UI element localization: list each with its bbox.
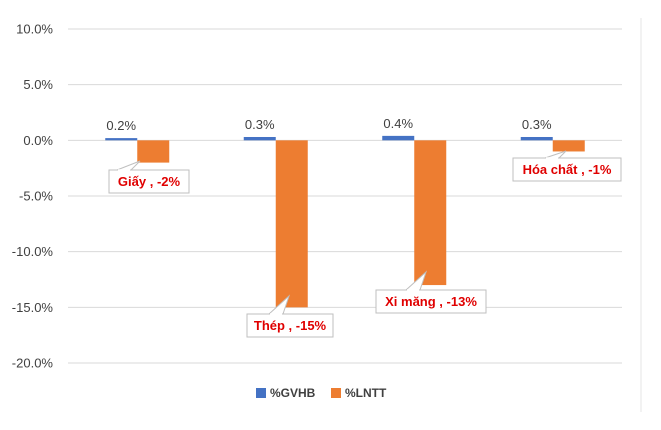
legend-label-lntt: %LNTT bbox=[345, 386, 387, 400]
bar-lntt bbox=[552, 140, 585, 152]
data-label-gvhb: 0.3% bbox=[522, 117, 552, 132]
data-label-gvhb: 0.4% bbox=[383, 116, 413, 131]
bar-lntt bbox=[414, 140, 447, 286]
y-tick-label: -10.0% bbox=[12, 244, 54, 259]
bar-gvhb bbox=[105, 138, 138, 141]
callout: Hóa chất , -1% bbox=[512, 150, 622, 182]
callout: Giấy , -2% bbox=[108, 160, 190, 194]
y-tick-label: -15.0% bbox=[12, 300, 54, 315]
y-tick-label: -5.0% bbox=[19, 189, 53, 204]
bar-gvhb bbox=[382, 135, 415, 141]
legend-label-gvhb: %GVHB bbox=[270, 386, 316, 400]
legend-swatch-gvhb bbox=[256, 388, 266, 398]
bar-gvhb bbox=[520, 136, 553, 141]
callout-label: Thép , -15% bbox=[254, 318, 327, 333]
callout-box bbox=[512, 157, 622, 182]
callout-box bbox=[108, 169, 190, 194]
data-label-gvhb: 0.3% bbox=[245, 117, 275, 132]
callout: Xi măng , -13% bbox=[375, 270, 487, 314]
callout-label: Xi măng , -13% bbox=[385, 294, 477, 309]
bar-lntt bbox=[137, 140, 170, 163]
y-tick-label: 10.0% bbox=[16, 22, 53, 37]
data-label-gvhb: 0.2% bbox=[106, 118, 136, 133]
bar-lntt bbox=[275, 140, 308, 308]
callout-label: Hóa chất , -1% bbox=[523, 162, 612, 177]
callout-pointer bbox=[116, 160, 141, 171]
callout: Thép , -15% bbox=[246, 294, 334, 338]
legend-swatch-lntt bbox=[331, 388, 341, 398]
callout-label: Giấy , -2% bbox=[118, 174, 181, 189]
legend: %GVHB %LNTT bbox=[256, 386, 387, 400]
bar-gvhb bbox=[243, 136, 276, 141]
callout-pointer bbox=[544, 150, 567, 159]
callout-box bbox=[246, 313, 334, 338]
y-tick-label: -20.0% bbox=[12, 356, 54, 371]
y-tick-label: 0.0% bbox=[23, 133, 53, 148]
callout-box bbox=[375, 289, 487, 314]
y-tick-label: 5.0% bbox=[23, 77, 53, 92]
